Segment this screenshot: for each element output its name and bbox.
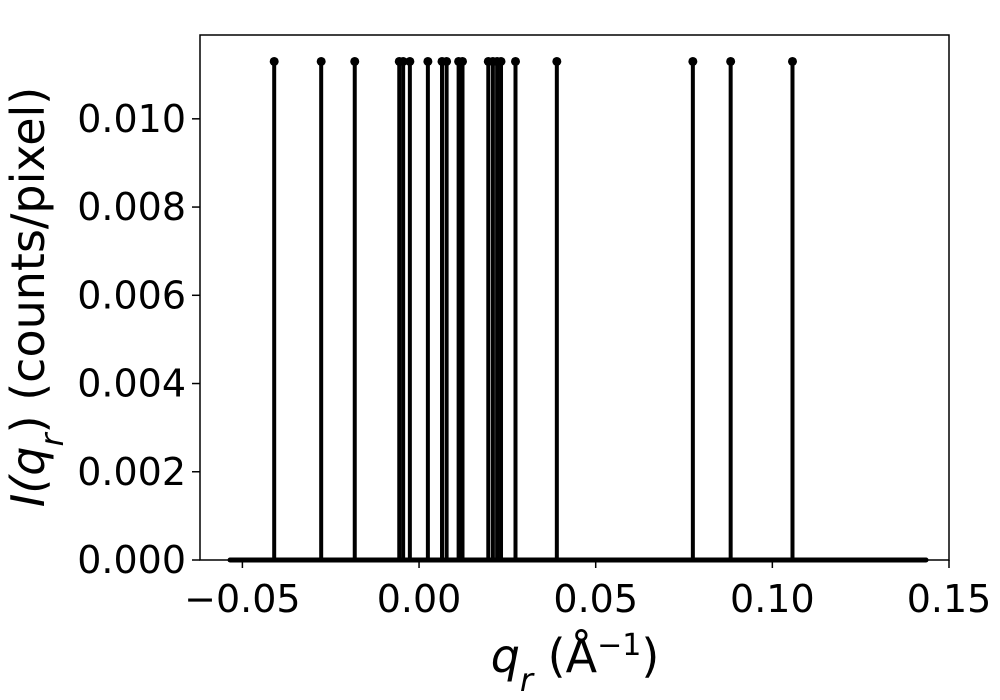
stem-marker	[405, 56, 415, 66]
x-tick-label: 0.05	[553, 577, 638, 621]
y-tick-label: 0.000	[77, 538, 186, 582]
stem-marker	[552, 56, 562, 66]
stem-marker	[458, 56, 468, 66]
axis-ticks: −0.05 0.00 0.05 0.10 0.15 0.000 0.002 0.004 0.00…	[77, 97, 991, 621]
stem-marker	[787, 56, 797, 66]
x-tick-label: 0.15	[907, 577, 992, 621]
x-tick-label: 0.10	[730, 577, 815, 621]
stem-marker	[398, 56, 408, 66]
y-tick-label: 0.010	[77, 97, 186, 141]
y-axis-label: I(qr) (counts/pixel)	[1, 87, 71, 507]
x-axis-label: qr (Å−1)	[491, 628, 660, 700]
stem-marker	[442, 56, 452, 66]
stem-marker	[688, 56, 698, 66]
stem-marker	[726, 56, 736, 66]
plot-frame	[199, 34, 950, 561]
stem-marker	[350, 56, 360, 66]
x-tick-label: −0.05	[184, 577, 300, 621]
stem-marker	[269, 56, 279, 66]
x-tick-label: 0.00	[377, 577, 462, 621]
data-marks	[227, 56, 929, 563]
y-tick-label: 0.006	[77, 273, 186, 317]
y-tick-label: 0.002	[77, 450, 186, 494]
stem-marker	[316, 56, 326, 66]
stem-marker	[496, 56, 506, 66]
y-tick-label: 0.008	[77, 185, 186, 229]
stem-marker	[510, 56, 520, 66]
y-tick-label: 0.004	[77, 362, 186, 406]
stem-marker	[423, 56, 433, 66]
